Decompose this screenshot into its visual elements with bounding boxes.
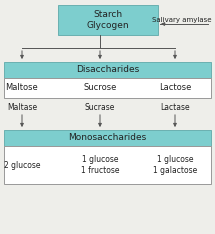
Text: Maltose: Maltose	[6, 84, 38, 92]
Bar	[4, 146, 211, 184]
Bar	[58, 5, 158, 35]
Bar	[4, 78, 211, 98]
Text: 1 glucose
1 galactose: 1 glucose 1 galactose	[153, 155, 197, 176]
Text: Starch
Glycogen: Starch Glycogen	[87, 10, 129, 30]
Text: Disaccharides: Disaccharides	[76, 66, 139, 74]
Text: Sucrose: Sucrose	[83, 84, 117, 92]
Text: 1 glucose
1 fructose: 1 glucose 1 fructose	[81, 155, 119, 176]
Text: Lactose: Lactose	[159, 84, 191, 92]
Text: Lactase: Lactase	[160, 103, 190, 112]
Bar	[4, 130, 211, 146]
Text: Monosaccharides: Monosaccharides	[68, 134, 147, 143]
Text: Sucrase: Sucrase	[85, 103, 115, 112]
Text: Maltase: Maltase	[7, 103, 37, 112]
Text: 2 glucose: 2 glucose	[4, 161, 40, 169]
Text: Salivary amylase: Salivary amylase	[152, 17, 212, 23]
Bar	[4, 62, 211, 78]
